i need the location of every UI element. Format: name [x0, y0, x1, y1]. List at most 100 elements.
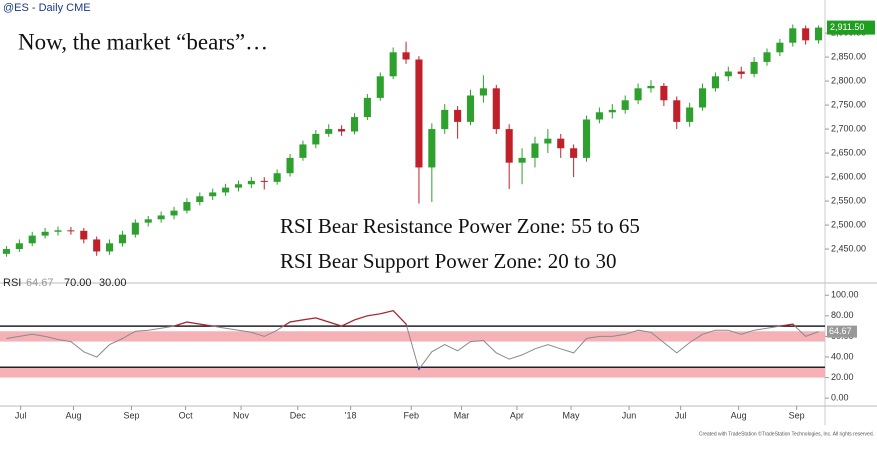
candle-body: [492, 88, 500, 130]
candle-body: [750, 61, 758, 74]
indicator-level: 30.00: [99, 277, 127, 289]
candle-body: [531, 143, 539, 158]
x-tick-label: Sep: [789, 410, 805, 420]
candle-body: [376, 76, 384, 98]
candle-body: [247, 180, 255, 185]
x-tick-label: Feb: [403, 410, 419, 420]
candle-body: [338, 129, 346, 132]
x-tick-label: Jul: [15, 410, 27, 420]
power-zone: [0, 367, 825, 378]
candle-body: [299, 144, 307, 158]
candle-body: [518, 157, 526, 163]
candle-body: [350, 117, 359, 132]
y-tick-label: 0.00: [831, 393, 849, 403]
x-tick-label: Apr: [510, 410, 524, 420]
candle-body: [711, 76, 719, 89]
y-tick-label: 2,600.00: [831, 171, 866, 181]
candle-body: [415, 59, 423, 168]
candle-body: [273, 173, 281, 182]
candle-body: [325, 129, 333, 134]
candle-body: [441, 109, 449, 130]
candle-body: [428, 129, 436, 168]
candle-body: [144, 219, 152, 223]
candle-body: [312, 133, 320, 145]
x-tick-label: Aug: [65, 410, 81, 420]
candle-body: [260, 180, 268, 182]
indicator-value: 64.67: [26, 277, 54, 289]
x-tick-label: Jun: [622, 410, 637, 420]
candle-body: [557, 138, 565, 149]
candle-body: [660, 85, 668, 101]
candle-body: [673, 100, 681, 122]
y-tick-label: 2,850.00: [831, 51, 866, 61]
x-tick-label: Oct: [179, 410, 194, 420]
y-tick-label: 100.00: [831, 290, 859, 300]
indicator-level: 70.00: [64, 277, 92, 289]
candle-body: [106, 243, 114, 252]
candle-body: [363, 97, 371, 118]
candle-body: [93, 239, 101, 252]
candle-body: [118, 234, 127, 244]
footer: Created with TradeStation ©TradeStation …: [699, 430, 874, 437]
candle-body: [505, 129, 513, 163]
slide-title: Now, the market “bears”…: [18, 29, 268, 54]
candle-body: [698, 88, 707, 108]
candle-body: [183, 202, 191, 211]
candle-body: [789, 28, 797, 43]
candle-body: [234, 184, 243, 188]
y-tick-label: 2,550.00: [831, 195, 866, 205]
power-zone: [0, 331, 825, 342]
candle-body: [157, 215, 165, 220]
x-tick-label: Aug: [731, 410, 747, 420]
x-tick-label: '18: [345, 410, 357, 420]
y-tick-label: 2,500.00: [831, 219, 866, 229]
candle-body: [634, 88, 642, 101]
symbol: @ES - Daily CME: [3, 2, 91, 14]
rsi-line: [6, 310, 819, 371]
candle-body: [286, 157, 294, 174]
candle-body: [647, 85, 655, 89]
y-tick-label: 2,650.00: [831, 147, 866, 157]
last-price-box: [827, 20, 875, 35]
candle-body: [80, 230, 88, 240]
rsi-value-box: [827, 325, 857, 338]
candle-body: [41, 231, 49, 236]
candle-body: [2, 249, 10, 254]
candle-body: [67, 230, 75, 232]
candle-body: [196, 196, 204, 203]
candle-body: [776, 42, 784, 53]
x-tick-label: May: [563, 410, 581, 420]
y-tick-label: 40.00: [831, 351, 854, 361]
candle-body: [815, 27, 823, 41]
y-tick-label: 2,700.00: [831, 123, 866, 133]
candle-body: [724, 71, 732, 77]
candle-body: [170, 210, 178, 216]
annotation: RSI Bear Resistance Power Zone: 55 to 65: [280, 214, 640, 238]
y-tick-label: 80.00: [831, 310, 854, 320]
candle-body: [686, 107, 694, 122]
x-tick-label: Dec: [290, 410, 307, 420]
last-price-label: 2,911.50: [830, 22, 864, 32]
y-tick-label: 2,800.00: [831, 75, 866, 85]
x-tick-label: Mar: [454, 410, 470, 420]
candle-body: [209, 192, 217, 197]
candle-body: [54, 230, 62, 232]
rsi-value-label: 64.67: [829, 326, 852, 336]
candle-body: [582, 119, 591, 158]
indicator-name: RSI: [3, 277, 21, 289]
candle-body: [802, 28, 810, 41]
candle-body: [222, 187, 230, 193]
candle-body: [763, 52, 771, 62]
x-tick-label: Sep: [123, 410, 139, 420]
candle-body: [454, 109, 462, 122]
candle-body: [570, 148, 578, 158]
annotation: RSI Bear Support Power Zone: 20 to 30: [280, 249, 617, 273]
candle-body: [15, 243, 23, 250]
candle-body: [479, 88, 487, 96]
candle-body: [466, 95, 475, 122]
candle-body: [595, 112, 603, 120]
candle-body: [131, 222, 139, 235]
candle-body: [28, 235, 36, 244]
